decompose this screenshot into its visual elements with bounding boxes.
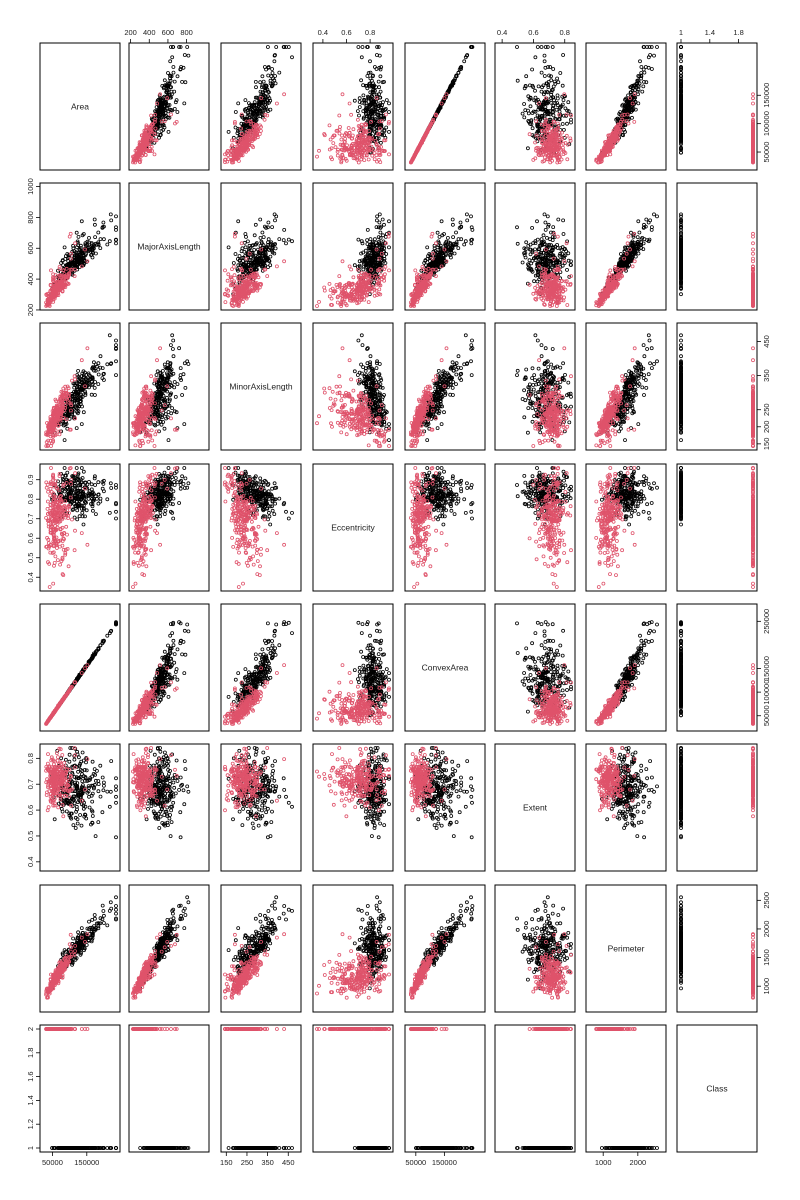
variable-label-area: Area [71, 102, 89, 112]
